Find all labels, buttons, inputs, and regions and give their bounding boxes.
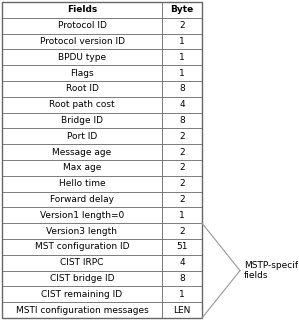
Bar (2, 2, 202, 318)
Text: Forward delay: Forward delay (50, 195, 114, 204)
Text: 8: 8 (179, 84, 185, 93)
Text: 2: 2 (179, 148, 185, 156)
Text: Flags: Flags (70, 68, 94, 78)
Text: 8: 8 (179, 116, 185, 125)
Text: Version3 length: Version3 length (47, 227, 118, 236)
Text: 4: 4 (179, 258, 185, 267)
Text: Bridge ID: Bridge ID (61, 116, 103, 125)
Text: 51: 51 (176, 243, 188, 252)
Text: 8: 8 (179, 274, 185, 283)
Text: Root ID: Root ID (65, 84, 98, 93)
Text: CIST bridge ID: CIST bridge ID (50, 274, 114, 283)
Text: Message age: Message age (52, 148, 112, 156)
Text: BPDU type: BPDU type (58, 53, 106, 62)
Text: 2: 2 (179, 195, 185, 204)
Text: Root path cost: Root path cost (49, 100, 115, 109)
Text: MSTI configuration messages: MSTI configuration messages (16, 306, 148, 315)
Text: Protocol version ID: Protocol version ID (39, 37, 124, 46)
Text: 1: 1 (179, 53, 185, 62)
Text: Max age: Max age (63, 164, 101, 172)
Text: Version1 length=0: Version1 length=0 (40, 211, 124, 220)
Text: 1: 1 (179, 37, 185, 46)
Text: 1: 1 (179, 211, 185, 220)
Text: 4: 4 (179, 100, 185, 109)
Text: LEN: LEN (173, 306, 191, 315)
Text: 2: 2 (179, 132, 185, 141)
Text: Protocol ID: Protocol ID (58, 21, 106, 30)
Text: 2: 2 (179, 164, 185, 172)
Text: 2: 2 (179, 227, 185, 236)
Text: Hello time: Hello time (59, 179, 105, 188)
Text: CIST IRPC: CIST IRPC (60, 258, 104, 267)
Text: 1: 1 (179, 290, 185, 299)
Text: Port ID: Port ID (67, 132, 97, 141)
Text: 1: 1 (179, 68, 185, 78)
Text: CIST remaining ID: CIST remaining ID (42, 290, 123, 299)
Text: MSTP-specific
fields: MSTP-specific fields (244, 261, 299, 280)
Text: Byte: Byte (170, 5, 194, 14)
Text: 2: 2 (179, 179, 185, 188)
Text: MST configuration ID: MST configuration ID (35, 243, 129, 252)
Text: 2: 2 (179, 21, 185, 30)
Text: Fields: Fields (67, 5, 97, 14)
